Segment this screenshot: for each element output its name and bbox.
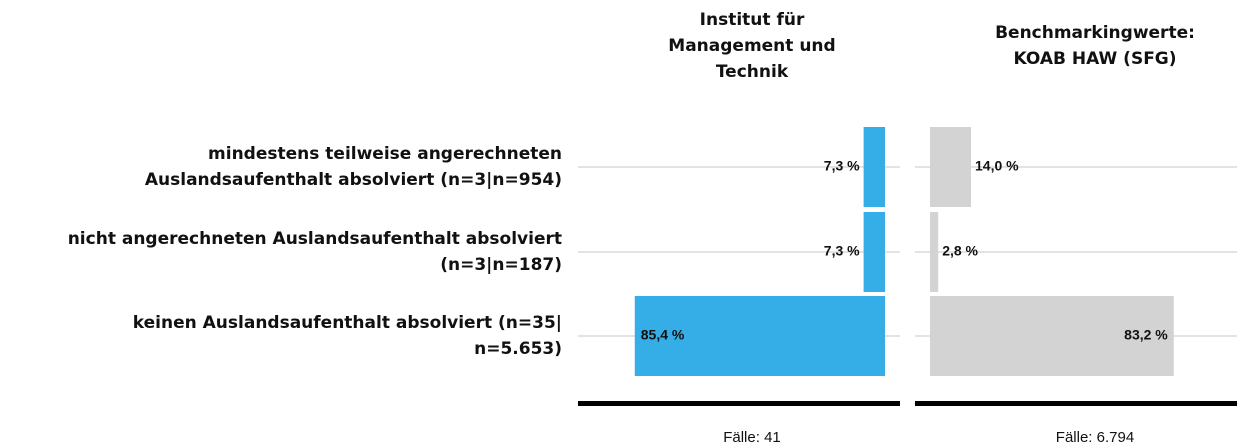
value-label: 2,8 % xyxy=(942,243,978,259)
bar xyxy=(634,296,885,376)
value-label: 14,0 % xyxy=(975,158,1019,174)
bar xyxy=(930,127,972,207)
panel-title: Benchmarkingwerte: KOAB HAW (SFG) xyxy=(995,23,1195,69)
category-label: keinen Auslandsaufenthalt absolviert (n=… xyxy=(133,313,562,359)
panel-title: Institut für Management und Technik xyxy=(668,10,835,82)
value-label: 7,3 % xyxy=(824,158,860,174)
bar xyxy=(863,212,885,292)
value-label: 85,4 % xyxy=(641,327,685,343)
value-label: 83,2 % xyxy=(1124,327,1168,343)
bar xyxy=(930,212,939,292)
bar xyxy=(863,127,885,207)
baseline xyxy=(915,401,1237,406)
baseline xyxy=(578,401,900,406)
category-label: mindestens teilweise angerechneten Auslan… xyxy=(145,144,562,190)
bar xyxy=(930,296,1174,376)
case-count: Fälle: 41 xyxy=(723,429,781,446)
value-label: 7,3 % xyxy=(824,243,860,259)
category-label: nicht angerechneten Auslandsaufenthalt a… xyxy=(68,229,562,275)
case-count: Fälle: 6.794 xyxy=(1056,429,1134,446)
